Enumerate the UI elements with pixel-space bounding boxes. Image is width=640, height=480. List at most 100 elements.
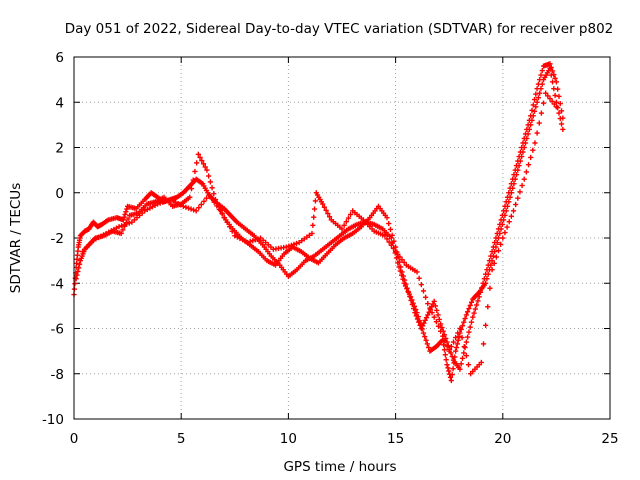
data-point (458, 361, 464, 367)
data-point (125, 216, 131, 222)
chart-title: Day 051 of 2022, Sidereal Day-to-day VTE… (65, 21, 614, 37)
data-point (320, 201, 326, 207)
data-point (421, 320, 427, 326)
x-tick-label: 15 (387, 431, 404, 447)
data-point (420, 288, 427, 294)
data-point (211, 199, 217, 205)
data-point (558, 121, 565, 127)
data-point (286, 243, 292, 249)
y-tick-label: -10 (42, 412, 64, 428)
data-point (547, 61, 553, 67)
data-point (395, 251, 401, 257)
data-point (499, 212, 505, 218)
data-point (537, 90, 543, 96)
data-point (199, 158, 205, 164)
data-point (453, 334, 459, 341)
data-point (76, 265, 82, 271)
data-point (555, 86, 561, 92)
data-point (471, 310, 477, 316)
data-point (521, 135, 527, 142)
data-point (489, 267, 495, 273)
data-point (345, 215, 352, 221)
data-point (339, 226, 345, 232)
data-point (513, 201, 519, 208)
data-point (536, 120, 542, 126)
data-point (553, 79, 559, 85)
data-point (529, 107, 535, 113)
data-point (423, 315, 430, 321)
data-point (250, 238, 256, 244)
plot-frame (73, 56, 611, 420)
data-point (503, 199, 509, 205)
data-point (420, 323, 426, 329)
data-point (497, 221, 503, 228)
data-point (122, 211, 128, 218)
data-point (121, 214, 127, 220)
data-point (388, 235, 394, 241)
data-point (325, 210, 331, 217)
data-point (397, 254, 403, 260)
data-point (384, 236, 390, 242)
y-tick-label: 4 (55, 95, 64, 111)
data-point (209, 185, 215, 191)
data-point (480, 341, 487, 347)
data-point (547, 96, 553, 102)
data-point (413, 313, 419, 319)
data-point (511, 172, 517, 178)
data-point (493, 235, 499, 241)
data-point (478, 359, 484, 366)
data-point (321, 204, 328, 210)
data-point (548, 64, 554, 71)
data-point (245, 239, 251, 246)
data-point (120, 227, 126, 233)
data-point (490, 244, 496, 250)
data-point (519, 144, 525, 151)
data-point (557, 101, 563, 107)
data-point (535, 81, 541, 87)
data-point (528, 154, 534, 161)
data-point (401, 259, 407, 266)
data-point (506, 219, 512, 225)
data-point (467, 302, 473, 309)
data-point (475, 298, 481, 304)
data-point (489, 248, 495, 255)
data-point (488, 253, 494, 259)
data-point (446, 348, 452, 354)
data-point (534, 99, 540, 105)
data-point (534, 130, 540, 136)
data-point (311, 214, 317, 220)
data-point (209, 196, 215, 202)
data-point (461, 344, 467, 350)
data-point (423, 294, 429, 300)
data-point (412, 310, 418, 316)
data-point (431, 314, 437, 320)
data-point (422, 317, 428, 323)
data-point (414, 269, 420, 275)
data-point (453, 348, 459, 354)
data-point (183, 204, 189, 210)
data-point (323, 207, 329, 213)
data-point (74, 272, 80, 278)
data-point (485, 262, 491, 268)
data-point (455, 330, 461, 336)
series-trace-3 (79, 90, 559, 377)
data-point (560, 115, 566, 121)
data-point (504, 224, 510, 230)
data-point (382, 233, 388, 239)
data-point (118, 230, 124, 237)
data-point (479, 285, 485, 291)
data-point (180, 203, 186, 209)
data-point (501, 208, 507, 214)
x-axis-label: GPS time / hours (283, 459, 396, 475)
data-point (407, 293, 413, 299)
data-point (384, 215, 390, 221)
data-point (386, 239, 392, 245)
data-point (444, 362, 450, 368)
data-point (436, 316, 442, 323)
data-point (448, 377, 454, 384)
data-point (438, 328, 444, 334)
data-point (466, 305, 472, 312)
data-point (219, 210, 225, 216)
data-point (468, 319, 475, 325)
